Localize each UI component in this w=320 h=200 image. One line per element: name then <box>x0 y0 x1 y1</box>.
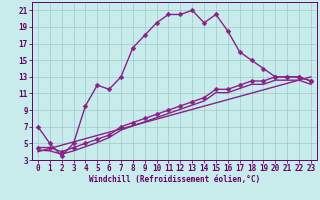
X-axis label: Windchill (Refroidissement éolien,°C): Windchill (Refroidissement éolien,°C) <box>89 175 260 184</box>
